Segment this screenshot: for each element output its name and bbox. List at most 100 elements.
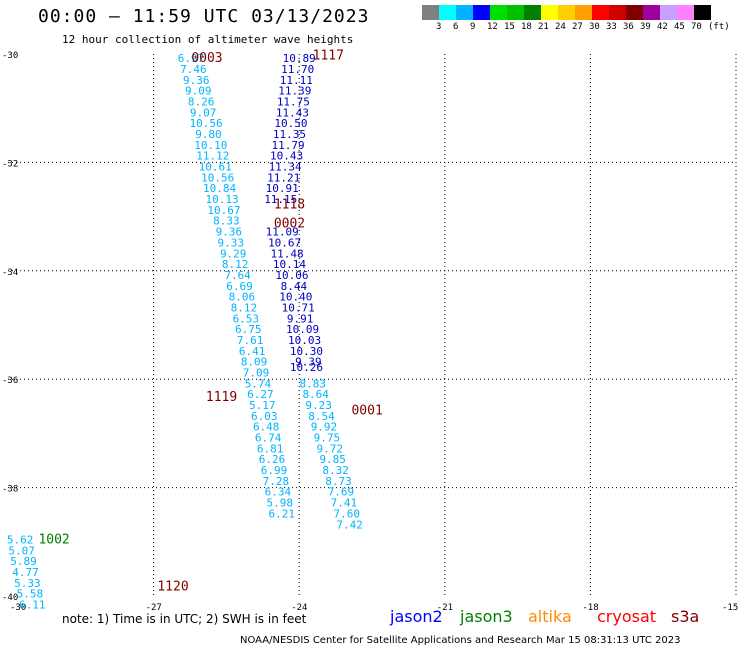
wave-height-value: 8.06: [229, 291, 256, 304]
wave-height-value: 7.60: [334, 507, 361, 520]
colorbar-label: 24: [555, 22, 566, 32]
wave-height-value: 7.69: [328, 486, 355, 499]
wave-height-value: 10.03: [288, 334, 321, 347]
lon-tick-label: -18: [582, 603, 598, 613]
wave-height-value: 6.34: [265, 486, 292, 499]
wave-height-value: 8.12: [231, 301, 258, 314]
wave-height-value: 9.36: [183, 74, 210, 87]
wave-height-value: 10.10: [194, 139, 227, 152]
wave-height-value: 11.48: [271, 247, 304, 260]
legend-altika: altika: [528, 607, 572, 626]
colorbar-swatch: [490, 5, 507, 20]
lat-tick-label: -38: [2, 485, 18, 495]
wave-height-value: 6.27: [247, 388, 274, 401]
wave-height-value: 11.70: [281, 63, 314, 76]
colorbar-swatch: [541, 5, 558, 20]
wave-height-value: 9.39: [295, 356, 322, 369]
colorbar-label: 42: [657, 22, 668, 32]
colorbar: [422, 5, 711, 20]
map-subtitle: 12 hour collection of altimeter wave hei…: [62, 33, 354, 46]
wave-height-value: 5.07: [8, 544, 35, 557]
lon-tick-label: -21: [437, 603, 453, 613]
lat-tick-label: -30: [2, 51, 18, 61]
wave-height-value: 10.26: [290, 361, 323, 374]
colorbar-swatch: [592, 5, 609, 20]
colorbar-label: 27: [572, 22, 583, 32]
wave-height-value: 9.36: [216, 226, 243, 239]
wave-height-value: 10.14: [273, 258, 306, 271]
wave-height-value: 6.69: [226, 280, 253, 293]
wave-height-value: 6.48: [253, 421, 280, 434]
colorbar-label: 3: [436, 22, 442, 32]
colorbar-swatch: [456, 5, 473, 20]
map-title: 00:00 – 11:59 UTC 03/13/2023: [38, 6, 370, 27]
wave-height-value: 9.29: [220, 247, 247, 260]
wave-height-value: 6.99: [261, 464, 288, 477]
wave-height-value: 6.21: [268, 507, 295, 520]
wave-height-value: 8.12: [222, 258, 249, 271]
legend-jason2: jason2: [390, 607, 443, 626]
wave-height-value: 8.32: [322, 464, 349, 477]
colorbar-label: 70: [691, 22, 702, 32]
colorbar-swatch: [626, 5, 643, 20]
wave-height-value: 11.09: [266, 226, 299, 239]
wave-height-value: 7.09: [243, 366, 270, 379]
legend-cryosat: cryosat: [597, 607, 657, 626]
colorbar-swatch: [609, 5, 626, 20]
wave-height-value: 8.83: [300, 377, 327, 390]
wave-height-value: 8.26: [188, 95, 215, 108]
wave-height-value: 10.30: [290, 345, 323, 358]
colorbar-label: 18: [521, 22, 532, 32]
wave-height-value: 7.46: [180, 63, 207, 76]
wave-height-value: 9.72: [317, 442, 344, 455]
colorbar-unit: (ft): [708, 22, 730, 32]
wave-height-value: 10.61: [199, 161, 232, 174]
wave-height-value: 11.12: [196, 150, 229, 163]
wave-height-value: 6.81: [257, 442, 284, 455]
wave-height-value: 11.21: [267, 171, 300, 184]
pass-time-label: 1117: [313, 48, 344, 63]
wave-height-value: 6.11: [19, 598, 46, 611]
wave-height-value: 9.33: [218, 236, 245, 249]
wave-height-value: 10.84: [203, 182, 236, 195]
wave-height-value: 5.89: [10, 555, 37, 568]
wave-height-value: 11.35: [273, 128, 306, 141]
credit-line: NOAA/NESDIS Center for Satellite Applica…: [240, 635, 681, 646]
colorbar-label: 9: [470, 22, 476, 32]
wave-height-value: 9.85: [319, 453, 346, 466]
lon-tick-label: -15: [722, 603, 738, 613]
wave-height-value: 6.41: [239, 345, 266, 358]
colorbar-swatch: [524, 5, 541, 20]
colorbar-label: 6: [453, 22, 459, 32]
colorbar-label: 33: [606, 22, 617, 32]
colorbar-swatch: [694, 5, 711, 20]
wave-height-value: 11.79: [271, 139, 304, 152]
wave-height-value: 10.71: [282, 301, 315, 314]
wave-height-value: 7.64: [224, 269, 251, 282]
wave-height-value: 8.64: [302, 388, 329, 401]
wave-height-value: 8.33: [213, 215, 240, 228]
wave-height-value: 9.23: [305, 399, 332, 412]
wave-height-value: 8.54: [308, 410, 335, 423]
colorbar-swatch: [575, 5, 592, 20]
wave-height-value: 5.98: [267, 497, 294, 510]
wave-height-value: 10.91: [266, 182, 299, 195]
lat-tick-label: -36: [2, 376, 18, 386]
wave-height-value: 5.62: [7, 533, 34, 546]
wave-height-value: 11.11: [280, 74, 313, 87]
legend-s3a: s3a: [671, 607, 700, 626]
wave-height-value: 9.75: [314, 432, 341, 445]
wave-height-value: 5.74: [245, 377, 272, 390]
wave-height-value: 6.74: [255, 432, 282, 445]
lon-tick-label: -24: [291, 603, 307, 613]
wave-height-value: 10.06: [275, 269, 308, 282]
lat-tick-label: -34: [2, 268, 18, 278]
pass-time-label: 0003: [191, 51, 222, 66]
legend-jason3: jason3: [460, 607, 513, 626]
colorbar-swatch: [558, 5, 575, 20]
wave-height-value: 6.53: [233, 312, 260, 325]
wave-height-value: 5.33: [14, 577, 41, 590]
pass-time-label: 0002: [274, 216, 305, 231]
colorbar-label: 21: [538, 22, 549, 32]
